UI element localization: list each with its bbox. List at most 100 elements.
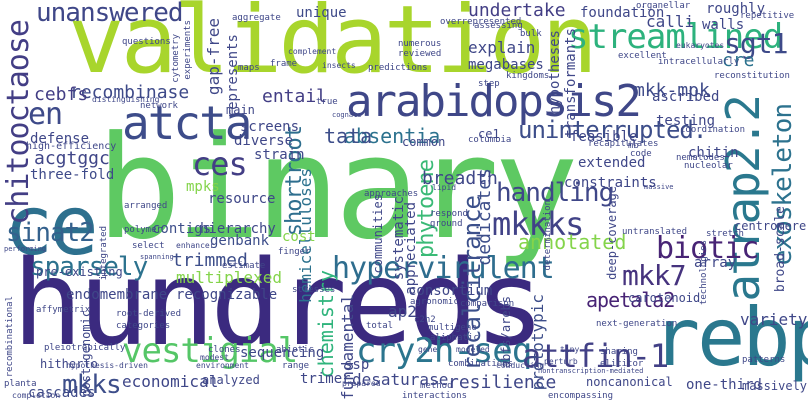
word-modest: modest <box>200 353 229 362</box>
word-respond: respond <box>430 209 468 219</box>
word-undertake: undertake <box>468 0 566 21</box>
word-stretch: stretch <box>706 229 744 239</box>
word-hypothesis-driven: hypothesis-driven <box>66 361 148 370</box>
word-stresses: stresses <box>292 285 336 295</box>
word-cebfs: cebfs <box>34 84 89 105</box>
word-screens: screens <box>240 119 300 135</box>
word-organellar: organellar <box>636 1 691 11</box>
word-ap2: ap2 <box>388 302 417 321</box>
word-range: range <box>282 361 310 371</box>
word-genbank: genbank <box>210 233 270 249</box>
word-nucleolar: nucleolar <box>684 161 733 171</box>
word-completion: completion <box>12 391 61 400</box>
word-economical: economical <box>122 372 219 391</box>
word-entail: entail <box>262 86 328 107</box>
word-approaches: approaches <box>364 189 419 199</box>
word-resource: resource <box>208 191 276 207</box>
word-intracellularly: intracellularly <box>658 57 740 67</box>
word-walls: walls <box>702 17 745 33</box>
word-untranslated: untranslated <box>622 227 688 237</box>
word-agronomic: agronomic <box>410 297 459 307</box>
word-absentia: absentia <box>344 124 441 148</box>
word-enhancer: enhancer <box>176 241 215 250</box>
word-patterns: patterns <box>742 355 786 365</box>
word-resilience: resilience <box>448 372 557 393</box>
word-deep-coverage: deep-coverage <box>605 186 619 280</box>
word-hundreds: hundreds <box>12 234 545 372</box>
word-diverse: diverse <box>234 133 294 149</box>
word-calli: calli <box>646 12 695 31</box>
word-extended: extended <box>578 155 646 171</box>
word-rebp: rebp <box>652 291 808 384</box>
word-endomembrane: endomembrane <box>66 287 168 303</box>
word-foundation: foundation <box>580 5 665 21</box>
word-hypervirulent: hypervirulent <box>332 251 555 286</box>
word-ce1: ce1 <box>478 127 500 141</box>
word-frame: frame <box>270 59 298 69</box>
word-assessing: assessing <box>474 21 523 31</box>
word-network: network <box>140 101 178 111</box>
word-multigene: multigene <box>428 323 477 333</box>
word-centromere: centromere <box>734 219 807 233</box>
word-ascribed: ascribed <box>652 89 720 105</box>
word-aliphatic: aliphatic <box>430 333 479 343</box>
word-nematodes: nematodes <box>676 153 725 163</box>
word-one-third: one-third <box>686 377 762 393</box>
word-sinat2: sinat2 <box>6 218 95 248</box>
word-validation: validation <box>68 0 598 95</box>
word-explain: explain <box>468 38 536 57</box>
word-gap-free: gap-free <box>204 18 223 96</box>
word-recombinational: recombinational <box>5 296 15 378</box>
word-hitherto: hitherto <box>40 357 98 371</box>
word-apetala2: apetala2 <box>586 288 675 312</box>
word-noncanonical: noncanonical <box>586 375 673 389</box>
word-constraints: constraints <box>564 175 657 191</box>
word-estimate: estimate <box>222 261 266 271</box>
word-prepared: prepared <box>342 379 381 388</box>
word-code: code <box>630 149 652 159</box>
word-total: total <box>366 321 394 331</box>
word-en: en <box>28 97 63 132</box>
word-perturb: perturb <box>544 357 578 366</box>
word-eukaryotes: eukaryotes <box>676 41 725 50</box>
word-atcta: atcta <box>122 96 252 150</box>
word-biotic: biotic <box>656 231 759 266</box>
word-finger: finger <box>278 247 311 257</box>
word-numerous: numerous <box>398 39 442 49</box>
word-reviewed: reviewed <box>398 49 442 59</box>
word-mkk-mpk: mkk-mpk <box>634 80 710 101</box>
word-elicitor: elicitor <box>600 359 644 369</box>
word-integrated: integrated <box>99 226 109 281</box>
word-experiments: experiments <box>183 20 193 80</box>
word-mkks: mkks <box>62 370 122 400</box>
word-recapitulates: recapitulates <box>588 139 659 149</box>
word-environment: environment <box>196 361 249 370</box>
word-trimmed: trimmed <box>172 250 248 271</box>
word-coordination: coordination <box>680 125 746 135</box>
word-uninterrupted: uninterrupted. <box>518 116 707 144</box>
word-vestigial: vestigial <box>122 331 298 371</box>
word-next-generation: next-generation <box>596 319 678 329</box>
word-aggregate: aggregate <box>232 13 281 23</box>
word-cry2h-seq: cry2h-seq <box>356 331 532 371</box>
word-insects: insects <box>322 61 356 70</box>
word-encompassing: encompassing <box>548 391 614 401</box>
word-combinations: combinations <box>448 359 514 369</box>
word-ground: ground <box>430 219 463 229</box>
word-cognate: cognate <box>332 111 362 119</box>
word-cost: cost <box>282 229 316 245</box>
word-ce: ce <box>4 179 99 274</box>
word-communities: communities <box>371 194 385 274</box>
word-testing: testing <box>656 113 716 129</box>
word-sparsely: sparsely <box>30 252 148 282</box>
word-step: step <box>478 79 500 89</box>
word-appreciated: appreciated <box>403 202 419 295</box>
word-massively: massively <box>742 379 808 393</box>
word-excellent: excellent <box>618 51 667 61</box>
word-recognizable: recognizable <box>176 287 278 303</box>
word-common: common <box>402 135 446 149</box>
word-recombinase: recombinase <box>70 82 190 103</box>
word-mb: mb <box>628 141 639 151</box>
word-array: array <box>694 255 737 271</box>
